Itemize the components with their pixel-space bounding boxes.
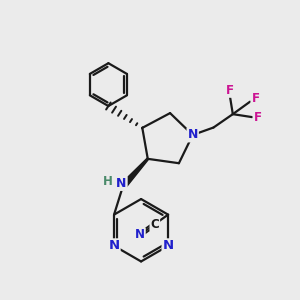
Text: N: N: [188, 128, 198, 142]
Text: N: N: [109, 239, 120, 252]
Text: N: N: [135, 228, 145, 242]
Text: N: N: [116, 177, 127, 190]
Text: F: F: [254, 111, 262, 124]
Text: N: N: [163, 239, 174, 252]
Text: H: H: [103, 176, 113, 188]
Text: F: F: [226, 84, 234, 97]
Text: C: C: [150, 218, 159, 231]
Polygon shape: [119, 158, 148, 190]
Text: F: F: [251, 92, 260, 105]
